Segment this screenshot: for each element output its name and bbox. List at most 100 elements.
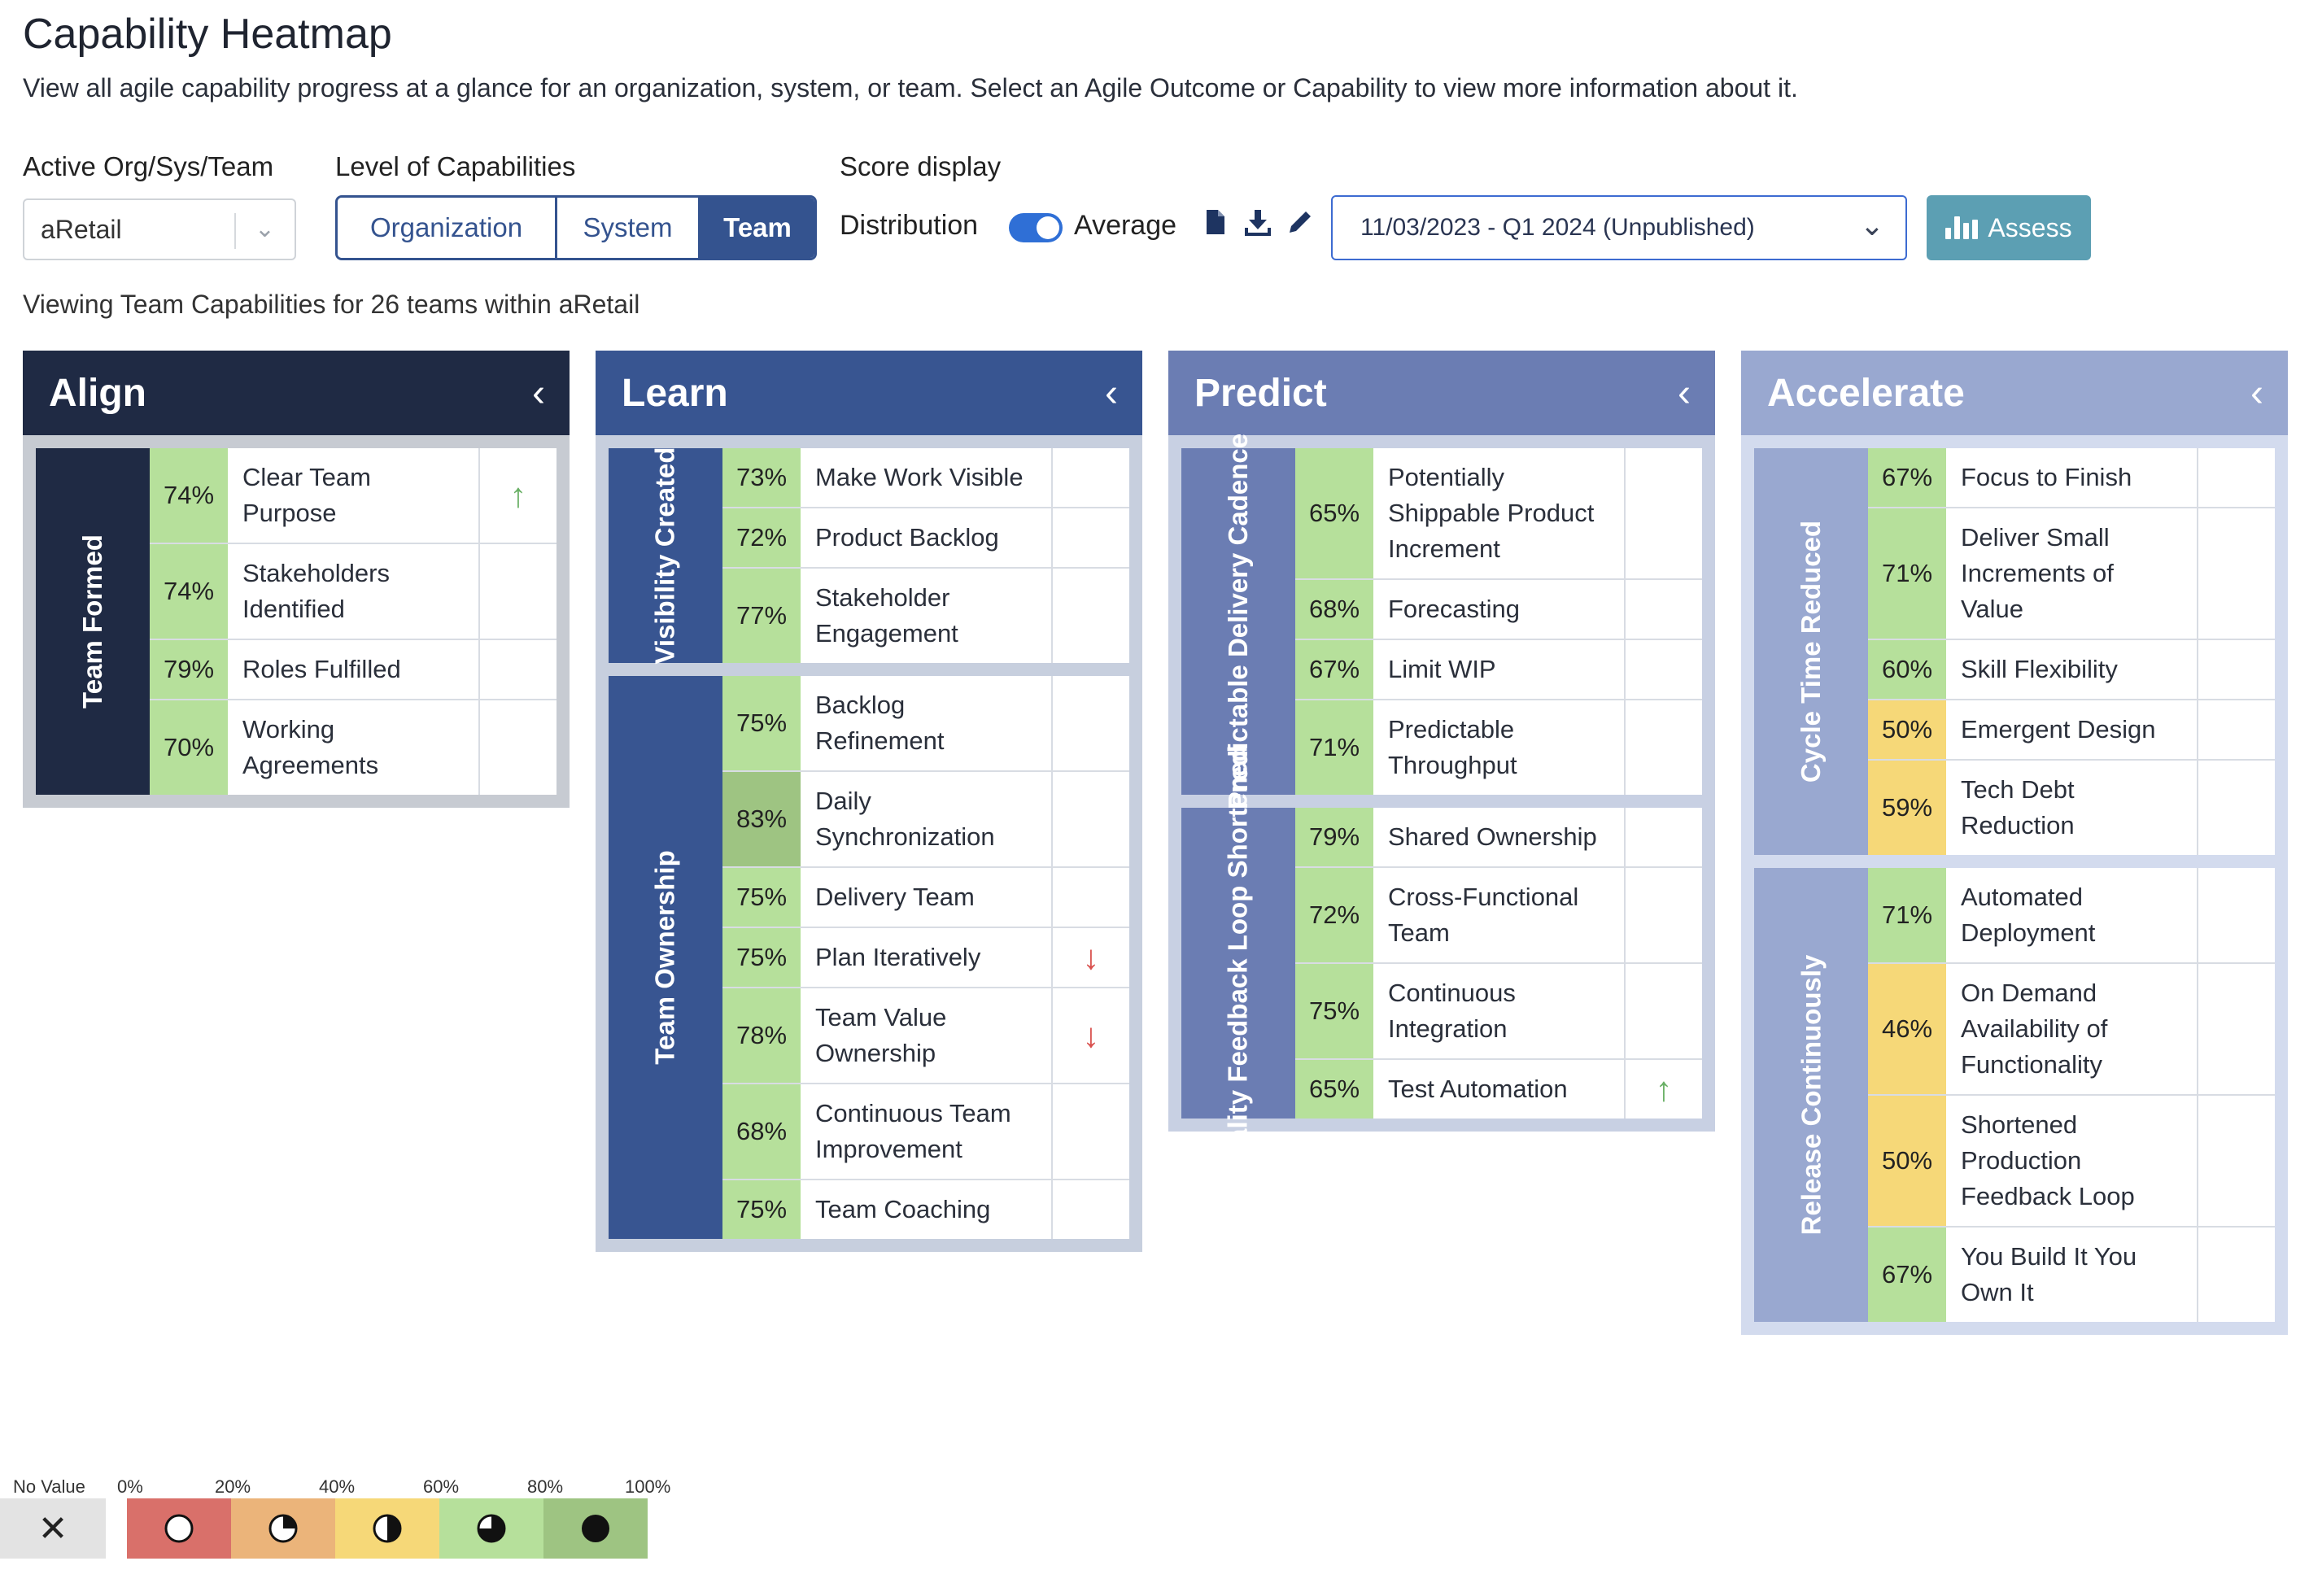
- capability-name[interactable]: Forecasting: [1373, 580, 1626, 639]
- capability-row[interactable]: 71% Predictable Throughput: [1295, 700, 1702, 795]
- capability-name[interactable]: Stakeholder Engagement: [801, 569, 1053, 663]
- capability-row[interactable]: 72% Product Backlog: [722, 508, 1129, 569]
- capability-row[interactable]: 68% Continuous Team Improvement: [722, 1084, 1129, 1180]
- capability-row[interactable]: 75% Plan Iteratively ↓: [722, 928, 1129, 988]
- chevron-left-icon[interactable]: ‹: [532, 371, 545, 415]
- assess-button[interactable]: Assess: [1927, 195, 2091, 260]
- legend-band-60-80: [439, 1498, 543, 1559]
- capability-name[interactable]: On Demand Availability of Functionality: [1946, 964, 2198, 1094]
- capability-score: 71%: [1868, 868, 1946, 962]
- capability-name[interactable]: Continuous Team Improvement: [801, 1084, 1053, 1179]
- capability-row[interactable]: 68% Forecasting: [1295, 580, 1702, 640]
- capability-name[interactable]: Team Value Ownership: [801, 988, 1053, 1083]
- capability-name[interactable]: Product Backlog: [801, 508, 1053, 567]
- capability-name[interactable]: Limit WIP: [1373, 640, 1626, 699]
- capability-row[interactable]: 75% Team Coaching: [722, 1180, 1129, 1239]
- capability-name[interactable]: Emergent Design: [1946, 700, 2198, 759]
- group-label[interactable]: Release Continuously: [1754, 868, 1868, 1322]
- capability-row[interactable]: 74% Stakeholders Identified: [150, 544, 557, 640]
- document-icon[interactable]: [1199, 208, 1232, 244]
- outcome-body: Team Formed 74% Clear Team Purpose ↑ 74% Stak…: [23, 435, 570, 808]
- group-label[interactable]: Quality Feedback Loop Shortened: [1181, 745, 1295, 1181]
- capability-name[interactable]: Clear Team Purpose: [228, 448, 480, 543]
- capability-name[interactable]: Shortened Production Feedback Loop: [1946, 1096, 2198, 1226]
- capability-name[interactable]: Shared Ownership: [1373, 808, 1626, 866]
- capability-name[interactable]: Plan Iteratively: [801, 928, 1053, 987]
- capability-name[interactable]: Make Work Visible: [801, 448, 1053, 507]
- chevron-left-icon[interactable]: ‹: [1678, 371, 1691, 415]
- capability-row[interactable]: 67% You Build It You Own It: [1868, 1228, 2275, 1322]
- capability-row[interactable]: 75% Delivery Team: [722, 868, 1129, 928]
- capability-row[interactable]: 77% Stakeholder Engagement: [722, 569, 1129, 663]
- legend-tick: 20%: [215, 1476, 251, 1497]
- outcome-header-learn[interactable]: Learn ‹: [596, 351, 1142, 435]
- capability-name[interactable]: You Build It You Own It: [1946, 1228, 2198, 1322]
- outcome-header-accelerate[interactable]: Accelerate ‹: [1741, 351, 2288, 435]
- capability-name[interactable]: Test Automation: [1373, 1060, 1626, 1119]
- org-select[interactable]: aRetail ⌄: [23, 198, 296, 260]
- capability-name[interactable]: Skill Flexibility: [1946, 640, 2198, 699]
- capability-score: 75%: [722, 1180, 801, 1239]
- capability-row[interactable]: 75% Continuous Integration: [1295, 964, 1702, 1060]
- chevron-down-icon: ⌄: [254, 216, 275, 242]
- capability-name[interactable]: Deliver Small Increments of Value: [1946, 508, 2198, 639]
- capability-row[interactable]: 67% Focus to Finish: [1868, 448, 2275, 508]
- capability-row[interactable]: 71% Deliver Small Increments of Value: [1868, 508, 2275, 640]
- capability-name[interactable]: Working Agreements: [228, 700, 480, 795]
- group-label[interactable]: Team Ownership: [609, 676, 722, 1239]
- download-icon[interactable]: [1242, 208, 1274, 244]
- capability-name[interactable]: Daily Synchronization: [801, 772, 1053, 866]
- assessment-period-select[interactable]: 11/03/2023 - Q1 2024 (Unpublished) ⌄: [1331, 195, 1907, 260]
- capability-row[interactable]: 72% Cross-Functional Team: [1295, 868, 1702, 964]
- trend-cell: [1053, 508, 1129, 567]
- capability-row[interactable]: 65% Test Automation ↑: [1295, 1060, 1702, 1119]
- capability-row[interactable]: 75% Backlog Refinement: [722, 676, 1129, 772]
- outcome-header-predict[interactable]: Predict ‹: [1168, 351, 1715, 435]
- group-label[interactable]: Cycle Time Reduced: [1754, 448, 1868, 855]
- score-display-toggle[interactable]: [1009, 213, 1063, 242]
- capability-name[interactable]: Continuous Integration: [1373, 964, 1626, 1058]
- capability-name[interactable]: Predictable Throughput: [1373, 700, 1626, 795]
- outcome-header-align[interactable]: Align ‹: [23, 351, 570, 435]
- capability-row[interactable]: 71% Automated Deployment: [1868, 868, 2275, 964]
- capability-name[interactable]: Stakeholders Identified: [228, 544, 480, 639]
- chevron-left-icon[interactable]: ‹: [1105, 371, 1118, 415]
- capability-row[interactable]: 50% Shortened Production Feedback Loop: [1868, 1096, 2275, 1228]
- level-team-button[interactable]: Team: [701, 198, 814, 258]
- average-label: Average: [1074, 210, 1177, 241]
- capability-name[interactable]: Tech Debt Reduction: [1946, 761, 2198, 855]
- capability-name[interactable]: Team Coaching: [801, 1180, 1053, 1239]
- level-system-button[interactable]: System: [557, 198, 701, 258]
- capability-row[interactable]: 60% Skill Flexibility: [1868, 640, 2275, 700]
- capability-name[interactable]: Focus to Finish: [1946, 448, 2198, 507]
- capability-row[interactable]: 79% Roles Fulfilled: [150, 640, 557, 700]
- capability-name[interactable]: Roles Fulfilled: [228, 640, 480, 699]
- trend-cell: [1626, 808, 1702, 866]
- capability-row[interactable]: 70% Working Agreements: [150, 700, 557, 795]
- capability-group-release-continuously: Release Continuously 71% Automated Deploym…: [1754, 868, 2275, 1322]
- capability-name[interactable]: Automated Deployment: [1946, 868, 2198, 962]
- capability-name[interactable]: Cross-Functional Team: [1373, 868, 1626, 962]
- capability-row[interactable]: 79% Shared Ownership: [1295, 808, 1702, 868]
- capability-row[interactable]: 67% Limit WIP: [1295, 640, 1702, 700]
- capability-score: 65%: [1295, 1060, 1373, 1119]
- group-label[interactable]: Visibility Created: [609, 447, 722, 665]
- group-label[interactable]: Predictable Delivery Cadence: [1181, 434, 1295, 809]
- capability-row[interactable]: 50% Emergent Design: [1868, 700, 2275, 761]
- edit-pencil-icon[interactable]: [1284, 208, 1316, 244]
- capability-name[interactable]: Backlog Refinement: [801, 676, 1053, 770]
- capability-row[interactable]: 46% On Demand Availability of Functionali…: [1868, 964, 2275, 1096]
- capability-row[interactable]: 83% Daily Synchronization: [722, 772, 1129, 868]
- capability-row[interactable]: 78% Team Value Ownership ↓: [722, 988, 1129, 1084]
- capability-rows: 79% Shared Ownership 72% Cross-Functional T…: [1295, 808, 1702, 1119]
- trend-cell: [2198, 1228, 2275, 1322]
- group-label[interactable]: Team Formed: [36, 448, 150, 795]
- capability-name[interactable]: Delivery Team: [801, 868, 1053, 927]
- capability-row[interactable]: 65% Potentially Shippable Product Increme…: [1295, 448, 1702, 580]
- capability-name[interactable]: Potentially Shippable Product Increment: [1373, 448, 1626, 578]
- level-organization-button[interactable]: Organization: [338, 198, 557, 258]
- capability-row[interactable]: 73% Make Work Visible: [722, 448, 1129, 508]
- capability-row[interactable]: 74% Clear Team Purpose ↑: [150, 448, 557, 544]
- capability-row[interactable]: 59% Tech Debt Reduction: [1868, 761, 2275, 855]
- chevron-left-icon[interactable]: ‹: [2250, 371, 2263, 415]
